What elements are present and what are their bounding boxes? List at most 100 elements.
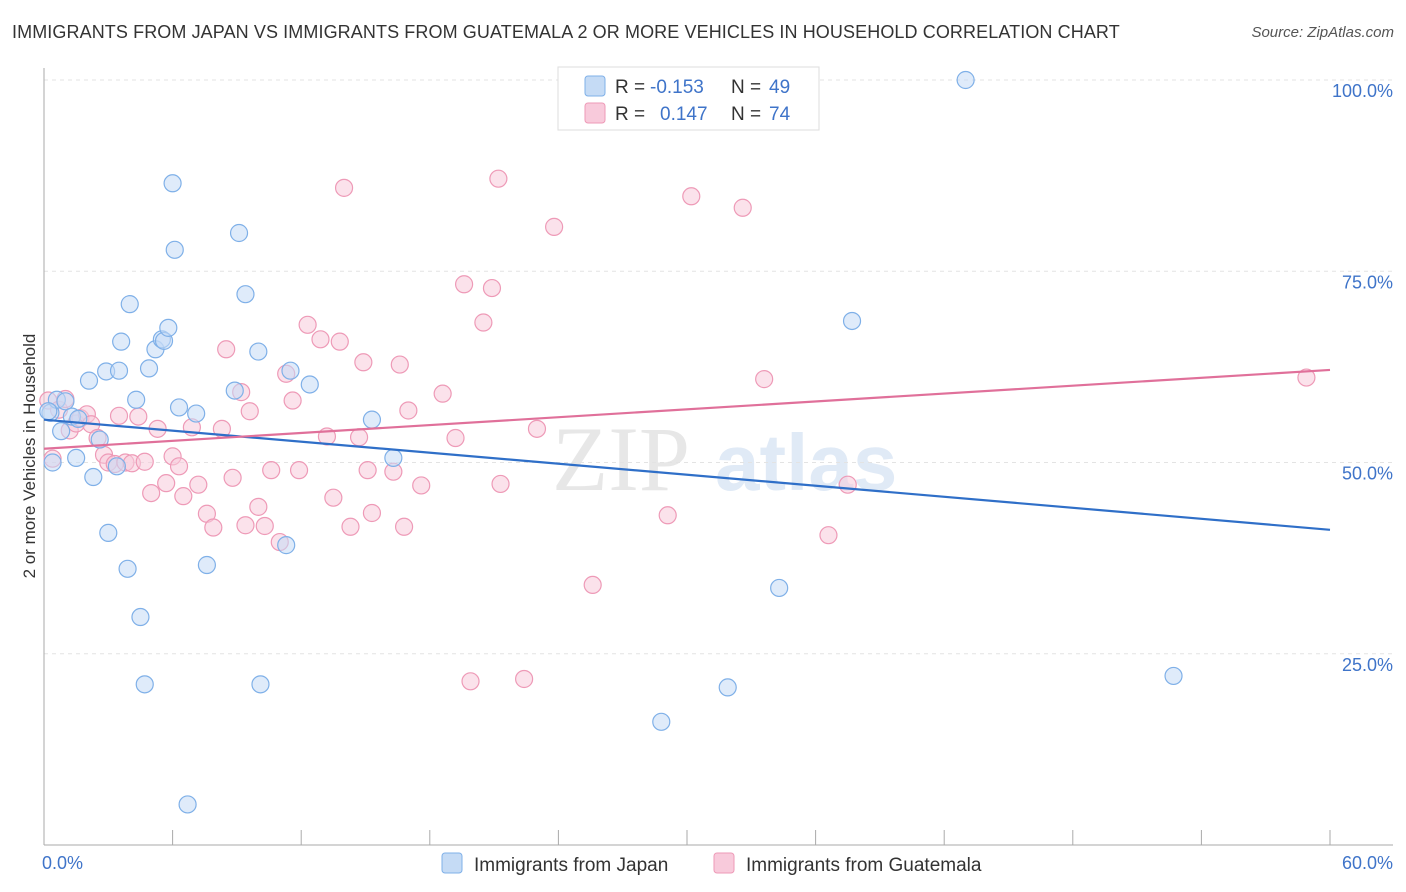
guatemala-point [489, 169, 508, 188]
japan-point [178, 795, 197, 814]
japan-point [249, 342, 268, 361]
guatemala-point [283, 391, 302, 410]
x-tick-label-max: 60.0% [1342, 853, 1393, 873]
series-japan-points [39, 70, 1183, 814]
correlation-legend: R = -0.153 N = 49 R = 0.147 N = 74 [557, 66, 820, 131]
series-legend: Immigrants from Japan Immigrants from Gu… [441, 852, 982, 876]
legend-label-guatemala: Immigrants from Guatemala [746, 855, 982, 876]
legend-swatch-japan [584, 75, 606, 97]
guatemala-point [217, 340, 236, 359]
japan-point [159, 318, 178, 337]
guatemala-point [515, 669, 534, 689]
japan-point [139, 359, 159, 378]
guatemala-point [461, 672, 480, 691]
guatemala-point [1297, 368, 1316, 387]
y-tick-label: 25.0% [1342, 655, 1393, 675]
japan-point [718, 678, 737, 697]
watermark-zip: ZIP [552, 408, 690, 510]
trend-line-japan [43, 418, 1331, 531]
japan-point [300, 375, 319, 394]
guatemala-point [240, 402, 259, 421]
guatemala-point [412, 476, 431, 495]
chart-title: IMMIGRANTS FROM JAPAN VS IMMIGRANTS FROM… [12, 22, 1120, 42]
legend-swatch-guatemala [584, 102, 606, 124]
japan-point [69, 409, 88, 428]
japan-point [229, 223, 249, 243]
japan-point [90, 430, 109, 449]
guatemala-point [223, 468, 242, 487]
japan-point [187, 404, 206, 423]
guatemala-point [838, 475, 857, 494]
legend-r-label: R = [615, 104, 645, 125]
guatemala-point [157, 474, 176, 493]
guatemala-point [129, 407, 148, 426]
guatemala-point [358, 461, 377, 480]
guatemala-point [454, 275, 474, 294]
japan-point [79, 371, 99, 390]
guatemala-point [755, 370, 774, 389]
japan-point [842, 311, 862, 331]
legend-swatch-guatemala [713, 852, 735, 874]
japan-point [652, 712, 671, 731]
trend-lines [43, 368, 1331, 531]
japan-point [225, 381, 244, 400]
japan-point [956, 70, 975, 90]
japan-point [107, 457, 126, 476]
guatemala-point [527, 419, 547, 438]
japan-point [112, 332, 131, 351]
watermark: ZIP atlas [552, 408, 897, 510]
guatemala-point [349, 428, 369, 447]
japan-point [109, 361, 129, 380]
guatemala-point [733, 198, 752, 217]
japan-point [99, 523, 118, 542]
japan-point [56, 392, 75, 411]
legend-swatch-japan [441, 852, 463, 874]
japan-point [281, 361, 300, 380]
guatemala-point [135, 452, 154, 471]
guatemala-point [174, 487, 193, 506]
japan-point [43, 453, 62, 472]
legend-r-label: R = [615, 77, 645, 98]
guatemala-point [446, 428, 465, 448]
japan-point [39, 402, 58, 421]
guatemala-point [330, 332, 349, 351]
guatemala-point [394, 517, 414, 536]
japan-point [84, 467, 103, 487]
japan-point [135, 675, 154, 694]
japan-point [165, 240, 184, 259]
guatemala-point [819, 526, 838, 545]
source-note: Source: ZipAtlas.com [1251, 24, 1394, 41]
japan-point [67, 448, 86, 468]
guatemala-point [311, 330, 330, 349]
japan-point [362, 410, 382, 429]
guatemala-point [341, 517, 360, 536]
guatemala-point [334, 178, 354, 197]
guatemala-point [262, 461, 281, 480]
gridlines [44, 79, 1393, 655]
legend-r-japan: -0.153 [650, 77, 704, 98]
legend-n-label: N = [731, 104, 761, 125]
x-tick-label-min: 0.0% [42, 853, 83, 873]
guatemala-point [491, 474, 510, 494]
guatemala-point [399, 401, 418, 420]
guatemala-point [583, 575, 602, 595]
legend-n-guatemala: 74 [769, 104, 791, 125]
japan-point [197, 555, 216, 575]
guatemala-point [204, 518, 223, 537]
japan-point [118, 559, 137, 578]
guatemala-point [236, 516, 255, 535]
trend-line-guatemala [43, 368, 1331, 450]
guatemala-point [298, 315, 317, 334]
guatemala-point [362, 503, 382, 523]
guatemala-point [249, 497, 268, 516]
guatemala-point [354, 353, 373, 372]
legend-r-guatemala: 0.147 [660, 104, 708, 125]
japan-point [236, 285, 255, 304]
y-axis-label: 2 or more Vehicles in Household [20, 334, 39, 579]
legend-label-japan: Immigrants from Japan [474, 855, 668, 876]
guatemala-point [658, 506, 677, 525]
guatemala-point [189, 475, 208, 494]
guatemala-point [169, 457, 189, 476]
japan-point [127, 390, 146, 409]
